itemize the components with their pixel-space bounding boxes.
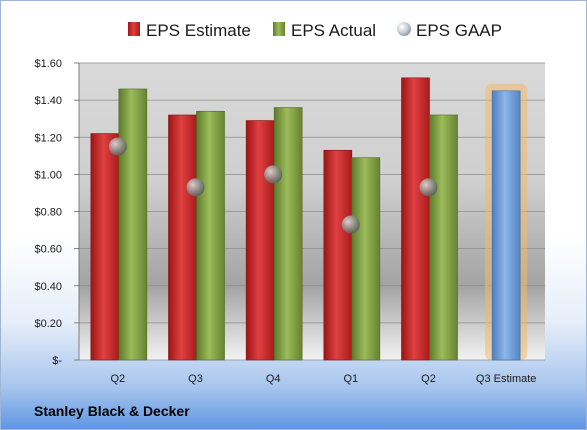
bar-eps-estimate — [401, 77, 430, 361]
y-tick-label: $0.40 — [34, 281, 62, 293]
y-tick-label: $1.40 — [34, 95, 62, 107]
legend-swatch-gaap — [397, 22, 411, 36]
bar-eps-actual — [118, 88, 148, 361]
company-name: Stanley Black & Decker — [34, 403, 190, 419]
x-tick-label: Q3 — [188, 373, 203, 385]
legend: EPS Estimate EPS Actual EPS GAAP — [128, 21, 502, 40]
y-tick-label: $0.60 — [34, 244, 62, 256]
marker-eps-gaap — [108, 137, 127, 156]
bar-eps-actual — [196, 110, 225, 361]
marker-eps-gaap — [419, 178, 438, 197]
marker-eps-gaap — [264, 165, 283, 184]
y-tick-label: $1.60 — [34, 58, 62, 70]
bar-eps-estimate — [323, 149, 353, 361]
x-tick-label: Q2 — [110, 373, 125, 385]
legend-swatch-actual — [273, 22, 285, 36]
legend-label-estimate: EPS Estimate — [146, 21, 251, 40]
x-tick-label: Q1 — [343, 373, 358, 385]
marker-eps-gaap — [341, 215, 360, 234]
marker-eps-gaap — [186, 178, 205, 197]
bar-eps-estimate — [168, 114, 197, 361]
bar-eps-actual — [429, 114, 458, 361]
legend-label-actual: EPS Actual — [291, 21, 376, 40]
x-tick-label: Q2 — [421, 373, 436, 385]
y-tick-label: $1.00 — [34, 169, 62, 181]
x-axis-ticks: Q2 Q3 Q4 Q1 Q2 Q3 Estimate — [110, 373, 536, 385]
gaap-markers — [108, 137, 438, 234]
bar-eps-actual — [351, 157, 381, 361]
bar-eps-actual — [273, 107, 303, 361]
legend-label-gaap: EPS GAAP — [416, 21, 502, 40]
bar-estimate-projection — [491, 90, 521, 361]
y-tick-label: $1.20 — [34, 132, 62, 144]
bar-eps-estimate — [245, 120, 275, 361]
x-tick-label: Q3 Estimate — [476, 373, 537, 385]
gridlines — [79, 62, 545, 361]
y-tick-label: $- — [52, 355, 62, 367]
bar-eps-estimate — [90, 133, 120, 361]
x-tick-label: Q4 — [266, 373, 281, 385]
y-axis-ticks: $- $0.20 $0.40 $0.60 $0.80 $1.00 $1.20 $1.40 $1.… — [34, 58, 80, 367]
y-tick-label: $0.20 — [34, 318, 62, 330]
y-tick-label: $0.80 — [34, 207, 62, 219]
bars — [90, 77, 528, 361]
legend-swatch-estimate — [128, 22, 140, 36]
